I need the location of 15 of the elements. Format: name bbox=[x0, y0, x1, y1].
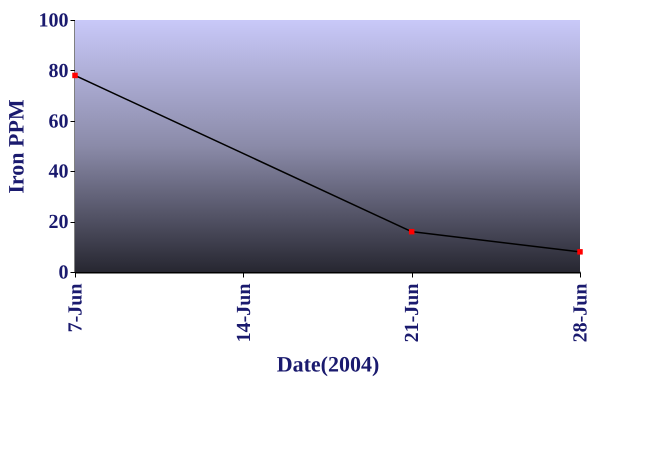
x-tick-label: 21-Jun bbox=[401, 284, 424, 342]
y-tick-label: 100 bbox=[38, 10, 68, 32]
y-tick-label: 40 bbox=[48, 160, 68, 183]
y-tick-label: 60 bbox=[48, 110, 68, 132]
y-tick-label: 20 bbox=[48, 211, 68, 234]
y-tick-label: 80 bbox=[48, 60, 68, 82]
point bbox=[577, 249, 583, 255]
x-tick-label: 14-Jun bbox=[232, 284, 255, 342]
point bbox=[408, 228, 414, 234]
point bbox=[72, 72, 78, 78]
x-tick-label: 7-Jun bbox=[64, 284, 86, 332]
x-axis-title: Date(2004) bbox=[276, 351, 380, 376]
y-tick-label: 0 bbox=[58, 262, 68, 284]
x-tick-label: 28-Jun bbox=[570, 284, 592, 342]
y-axis-title: Iron PPM bbox=[4, 99, 28, 194]
